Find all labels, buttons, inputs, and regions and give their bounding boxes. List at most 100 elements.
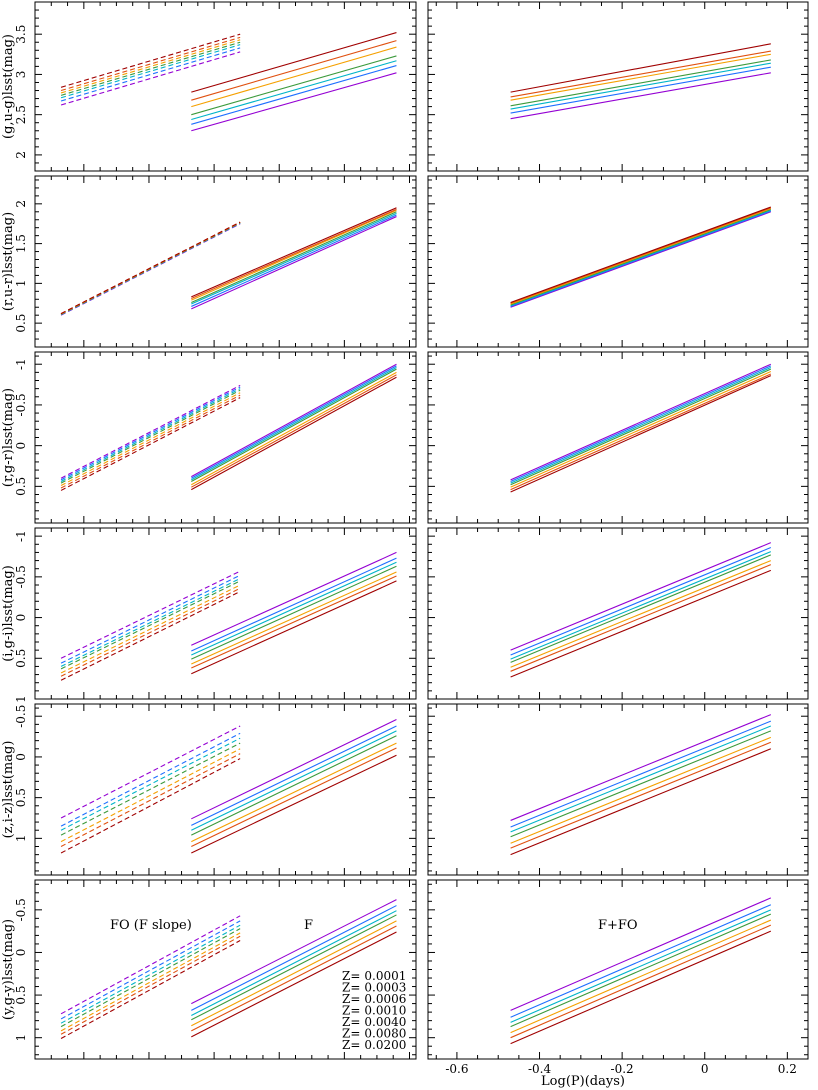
y-tick-label: 1 bbox=[14, 695, 28, 703]
ffo-line-z0.0010 bbox=[510, 368, 772, 486]
y-tick-label: -0.5 bbox=[14, 705, 28, 728]
legend-prefix: Z= bbox=[342, 1027, 360, 1041]
f-line-z0.0006 bbox=[191, 212, 397, 305]
ffo-line-z0.0080 bbox=[510, 924, 772, 1039]
ffo-line-z0.0040 bbox=[510, 560, 772, 668]
legend-value: 0.0001 bbox=[364, 969, 406, 983]
f-line-z0.0001 bbox=[191, 363, 397, 478]
fo-line-z0.0040 bbox=[60, 584, 241, 674]
f-line-z0.0200 bbox=[191, 207, 397, 298]
fo-line-z0.0040 bbox=[60, 39, 241, 94]
fo-line-z0.0010 bbox=[60, 742, 241, 836]
ffo-line-z0.0003 bbox=[510, 210, 772, 307]
ffo-line-z0.0040 bbox=[510, 736, 772, 844]
legend-prefix: Z= bbox=[342, 1015, 360, 1029]
f-line-z0.0001 bbox=[191, 216, 397, 310]
y-axis-label: (r,u-r)lsst(mag) bbox=[1, 212, 16, 311]
y-tick-label: 2 bbox=[14, 151, 28, 159]
fo-line-z0.0003 bbox=[60, 732, 241, 827]
legend-value: 0.0006 bbox=[364, 992, 406, 1006]
legend-value: 0.0200 bbox=[364, 1038, 406, 1052]
ffo-line-z0.0006 bbox=[510, 62, 771, 110]
fo-line-z0.0200 bbox=[60, 221, 241, 315]
fo-line-z0.0200 bbox=[60, 758, 241, 854]
annotation-ffo-label: F+FO bbox=[598, 918, 638, 933]
f-line-z0.0200 bbox=[191, 754, 397, 854]
fo-line-z0.0006 bbox=[60, 388, 241, 482]
fo-line-z0.0006 bbox=[60, 577, 241, 667]
f-line-z0.0080 bbox=[191, 575, 397, 669]
fo-line-z0.0010 bbox=[60, 928, 241, 1028]
x-tick-label: 0.2 bbox=[778, 1062, 797, 1076]
f-line-z0.0080 bbox=[191, 208, 397, 299]
y-tick-label: 0.5 bbox=[14, 788, 28, 807]
f-line-z0.0003 bbox=[191, 725, 397, 826]
f-line-z0.0006 bbox=[191, 730, 397, 831]
y-axis-label: (r,g-r)lsst(mag) bbox=[1, 388, 16, 487]
legend-entry: Z= 0.0200 bbox=[342, 1038, 406, 1052]
f-line-z0.0080 bbox=[191, 374, 397, 488]
annotation-f-label: F bbox=[304, 918, 313, 933]
y-tick-label: 0 bbox=[14, 442, 28, 450]
ffo-line-z0.0200 bbox=[510, 930, 772, 1045]
y-tick-label: 1 bbox=[14, 280, 28, 288]
ffo-line-z0.0200 bbox=[510, 206, 772, 303]
f-line-z0.0010 bbox=[191, 735, 397, 836]
ffo-line-z0.0200 bbox=[510, 375, 772, 493]
fo-line-z0.0010 bbox=[60, 389, 241, 484]
ffo-line-z0.0003 bbox=[510, 66, 771, 114]
legend-prefix: Z= bbox=[342, 969, 360, 983]
fo-line-z0.0080 bbox=[60, 753, 241, 847]
f-line-z0.0010 bbox=[191, 565, 397, 660]
f-line-z0.0200 bbox=[191, 376, 397, 491]
ffo-line-z0.0003 bbox=[510, 904, 772, 1018]
panel-right-row-2 bbox=[427, 175, 809, 348]
y-tick-label: 2 bbox=[14, 200, 28, 208]
fo-line-z0.0001 bbox=[60, 51, 241, 106]
ffo-line-z0.0200 bbox=[510, 569, 772, 678]
fo-line-z0.0001 bbox=[60, 915, 241, 1015]
ffo-line-z0.0003 bbox=[510, 547, 772, 656]
legend-value: 0.0010 bbox=[364, 1004, 406, 1018]
f-line-z0.0003 bbox=[191, 905, 397, 1011]
y-tick-label: 2.5 bbox=[14, 105, 28, 124]
fo-line-z0.0200 bbox=[60, 397, 241, 491]
panel-right-row-6: -0.6 -0.4 -0.2 0 0.2 bbox=[427, 879, 809, 1076]
annotation-fo-label: FO (F slope) bbox=[110, 918, 192, 933]
ffo-line-z0.0006 bbox=[510, 909, 772, 1023]
y-tick-label: 0 bbox=[14, 614, 28, 622]
fo-line-z0.0040 bbox=[60, 748, 241, 843]
fo-line-z0.0006 bbox=[60, 924, 241, 1024]
x-tick-label: -0.2 bbox=[611, 1062, 634, 1076]
f-line-z0.0080 bbox=[191, 747, 397, 847]
ffo-line-z0.0080 bbox=[510, 50, 771, 98]
f-line-z0.0040 bbox=[191, 371, 397, 486]
panel-left-row-4: -1 -0.5 0 0.5 1 (i,g-i)lsst(mag) bbox=[1, 527, 417, 703]
ffo-line-z0.0010 bbox=[510, 59, 771, 107]
fo-line-z0.0200 bbox=[60, 33, 241, 88]
panel-left-row-5: -0.5 0 0.5 1(z,i-z)lsst(mag) bbox=[1, 703, 417, 876]
f-line-z0.0010 bbox=[191, 211, 397, 303]
y-axis-label: (z,i-z)lsst(mag) bbox=[1, 741, 16, 839]
f-line-z0.0080 bbox=[191, 40, 397, 101]
fo-line-z0.0003 bbox=[60, 386, 241, 481]
panel-left-row-6: -0.5 0 0.5 1 (y,g-y)lsst(mag) bbox=[1, 879, 417, 1060]
f-line-z0.0040 bbox=[191, 742, 397, 843]
ffo-line-z0.0001 bbox=[510, 897, 772, 1011]
panel-frame bbox=[34, 175, 417, 348]
y-axis-label: (i,g-i)lsst(mag) bbox=[1, 565, 16, 662]
fo-line-z0.0010 bbox=[60, 580, 241, 670]
f-line-z0.0003 bbox=[191, 65, 397, 125]
ffo-line-z0.0001 bbox=[510, 363, 772, 481]
legend-entry: Z= 0.0001 bbox=[342, 969, 406, 983]
ffo-line-z0.0040 bbox=[510, 371, 772, 488]
f-line-z0.0006 bbox=[191, 561, 397, 656]
f-line-z0.0001 bbox=[191, 718, 397, 820]
fo-line-z0.0003 bbox=[60, 574, 241, 664]
ffo-line-z0.0006 bbox=[510, 366, 772, 484]
y-tick-label: 3.5 bbox=[14, 25, 28, 44]
y-tick-label: 0.5 bbox=[14, 986, 28, 1005]
f-line-z0.0001 bbox=[191, 899, 397, 1005]
legend-value: 0.0040 bbox=[364, 1015, 406, 1029]
